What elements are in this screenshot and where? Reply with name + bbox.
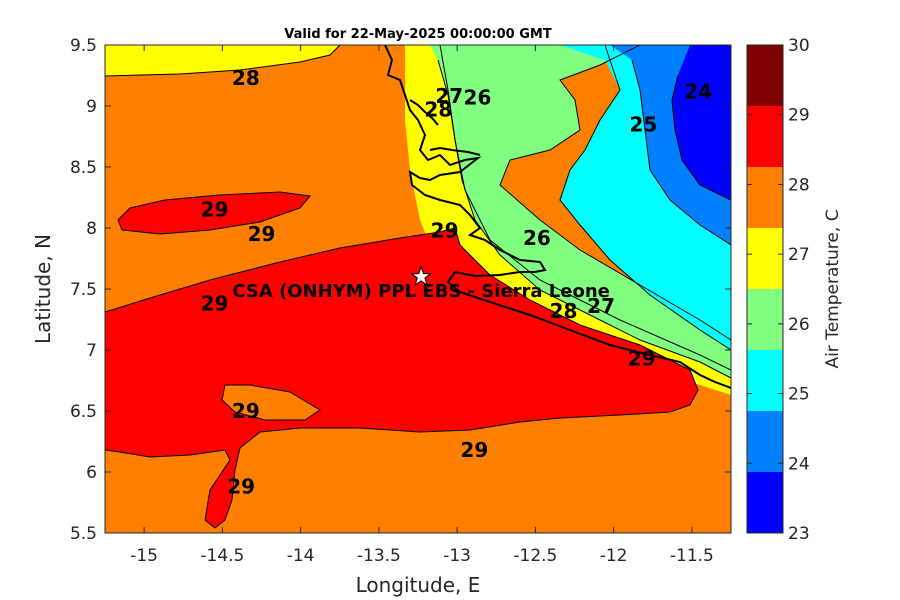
x-tick-label: -12.5: [513, 546, 557, 566]
contour-label: 27: [435, 84, 463, 108]
contour-label: 29: [201, 198, 229, 222]
contour-label: 29: [431, 218, 459, 242]
contour-label: 29: [227, 475, 255, 499]
colorbar-label: Air Temperature, C: [823, 209, 843, 368]
band-27-28-northwest: [105, 45, 340, 76]
contour-27b: [437, 59, 731, 379]
x-tick-label: -11.5: [670, 546, 714, 566]
y-tick-label: 8.5: [70, 158, 97, 178]
contour-label: 29: [232, 399, 260, 423]
x-axis-label: Longitude, E: [356, 573, 481, 597]
colorbar-tick-label: 28: [788, 175, 810, 195]
contour-label: 24: [684, 79, 712, 103]
colorbar-swatch: [747, 167, 783, 228]
x-tick-label: -14: [287, 546, 315, 566]
site-marker: [410, 265, 433, 287]
band-28-notch: [221, 384, 321, 421]
colorbar-swatch: [747, 350, 783, 411]
colorbar-swatch: [747, 228, 783, 289]
contour-24: [631, 59, 731, 246]
x-tick-label: -15: [130, 546, 158, 566]
x-tick-label: -13: [443, 546, 471, 566]
x-axis-ticks: -15 -14.5 -14 -13.5 -13 -12.5 -12 -11.5: [130, 45, 714, 566]
contour-label: 28: [232, 66, 260, 90]
contour-label: 28: [550, 299, 578, 323]
y-tick-label: 9.5: [70, 36, 97, 56]
colorbar-tick-label: 30: [788, 36, 810, 56]
contour-label: 29: [248, 222, 276, 246]
colorbar-tick-label: 24: [788, 454, 810, 474]
coastline-river: [429, 146, 481, 156]
star-icon: [410, 265, 433, 287]
y-tick-label: 6: [86, 463, 97, 483]
contour-label: 29: [201, 292, 229, 316]
x-tick-label: -12: [600, 546, 628, 566]
contour-27: [439, 45, 731, 371]
contour-26: [499, 45, 731, 341]
colorbar-swatch: [747, 289, 783, 350]
colorbar-tick-label: 23: [788, 524, 810, 544]
colorbar-tick-label: 29: [788, 106, 810, 126]
contour-label: 25: [629, 112, 657, 136]
coastline-inlet: [409, 99, 439, 126]
band-29-main: [105, 227, 699, 529]
contour-25: [559, 45, 731, 351]
contour-label: 26: [464, 85, 492, 109]
coastline: [384, 45, 731, 389]
band-23-24: [672, 45, 731, 200]
colorbar: 30 29 28 27 26 25 24 23: [746, 36, 810, 544]
colorbar-tick-label: 26: [788, 315, 810, 335]
y-axis-label: Latitude, N: [31, 234, 55, 344]
y-tick-label: 7: [86, 341, 97, 361]
colorbar-swatch: [747, 411, 783, 472]
y-tick-label: 7.5: [70, 280, 97, 300]
contour-label: 27: [587, 294, 615, 318]
colorbar-tick-label: 27: [788, 245, 810, 265]
map-title: Valid for 22-May-2025 00:00:00 GMT: [284, 27, 552, 42]
colorbar-tick-label: 25: [788, 385, 810, 405]
colorbar-swatch: [747, 106, 783, 167]
contour-label: 28: [424, 98, 452, 122]
contour-label: 26: [523, 226, 551, 250]
y-tick-label: 8: [86, 219, 97, 239]
x-tick-label: -13.5: [357, 546, 401, 566]
y-tick-label: 6.5: [70, 402, 97, 422]
contour-label: 29: [628, 347, 656, 371]
x-tick-label: -14.5: [200, 546, 244, 566]
colorbar-frame: [746, 44, 784, 534]
y-axis-ticks: 9.5 9 8.5 8 7.5 7 6.5 6 5.5: [70, 36, 731, 544]
y-tick-label: 9: [86, 97, 97, 117]
y-tick-label: 5.5: [70, 524, 97, 544]
contour-23: [671, 74, 731, 201]
colorbar-swatch: [747, 472, 783, 533]
colorbar-swatch: [747, 45, 783, 106]
band-29-north-blob: [117, 191, 311, 235]
contour-label: 29: [460, 438, 488, 462]
contour-28: [105, 45, 341, 77]
site-label: CSA (ONHYM) PPL EBS - Sierra Leone: [232, 281, 609, 302]
